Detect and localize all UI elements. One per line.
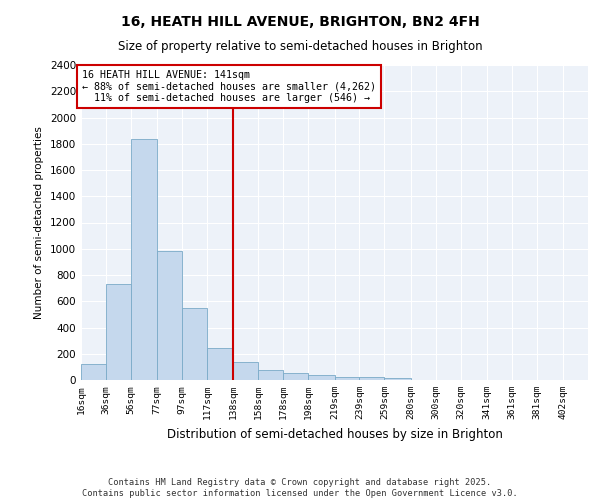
Bar (207, 348, 233, 380)
Bar (359, 378, 385, 380)
Bar (308, 376, 335, 380)
Text: Contains HM Land Registry data © Crown copyright and database right 2025.
Contai: Contains HM Land Registry data © Crown c… (82, 478, 518, 498)
Bar (385, 378, 410, 380)
Bar (283, 373, 308, 380)
Text: 16 HEATH HILL AVENUE: 141sqm
← 88% of semi-detached houses are smaller (4,262)
 : 16 HEATH HILL AVENUE: 141sqm ← 88% of se… (82, 70, 376, 103)
Text: 16, HEATH HILL AVENUE, BRIGHTON, BN2 4FH: 16, HEATH HILL AVENUE, BRIGHTON, BN2 4FH (121, 15, 479, 29)
Bar (81, 364, 106, 380)
Bar (106, 284, 131, 380)
X-axis label: Distribution of semi-detached houses by size in Brighton: Distribution of semi-detached houses by … (167, 428, 502, 440)
Bar (157, 250, 182, 380)
Y-axis label: Number of semi-detached properties: Number of semi-detached properties (34, 126, 44, 319)
Bar (131, 138, 157, 380)
Text: Size of property relative to semi-detached houses in Brighton: Size of property relative to semi-detach… (118, 40, 482, 53)
Bar (259, 370, 283, 380)
Bar (335, 376, 359, 380)
Bar (233, 362, 259, 380)
Bar (182, 308, 207, 380)
